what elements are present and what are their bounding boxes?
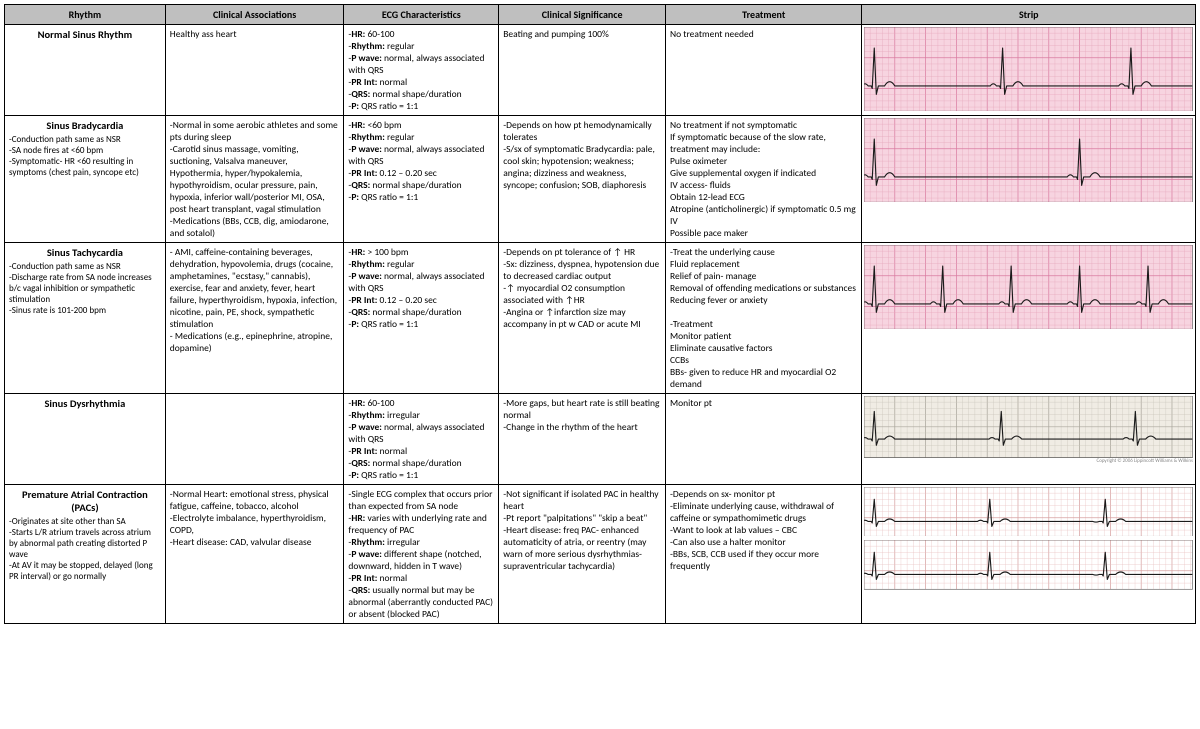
tx-cell: No treatment needed — [665, 25, 862, 116]
strip-cell: Copyright © 2006 Lippincott Williams & W… — [862, 394, 1196, 485]
assoc-cell — [165, 394, 344, 485]
assoc-cell: -Normal in some aerobic athletes and som… — [165, 116, 344, 243]
h-ecg: ECG Characteristics — [344, 5, 499, 25]
assoc-cell: Healthy ass heart — [165, 25, 344, 116]
ecg-strip — [864, 27, 1193, 111]
ecg-strip — [864, 118, 1193, 202]
ecg-strip — [864, 245, 1193, 329]
ecg-cell: -HR: > 100 bpm-Rhythm: regular-P wave: n… — [344, 243, 499, 394]
strip-caption: Copyright © 2006 Lippincott Williams & W… — [864, 458, 1193, 464]
h-sig: Clinical Significance — [499, 5, 666, 25]
rhythm-name: Normal Sinus Rhythm — [9, 28, 161, 41]
rhythm-name: Sinus Tachycardia — [9, 246, 161, 259]
sig-cell: -Depends on pt tolerance of ↑ HR-Sx: diz… — [499, 243, 666, 394]
rhythm-cell: Normal Sinus Rhythm — [5, 25, 166, 116]
strip-cell — [862, 116, 1196, 243]
strip-cell — [862, 25, 1196, 116]
tx-cell: -Depends on sx- monitor pt-Eliminate und… — [665, 485, 862, 624]
table-row: Sinus Dysrhythmia -HR: 60-100-Rhythm: irr… — [5, 394, 1196, 485]
rhythm-cell: Sinus Bradycardia -Conduction path same a… — [5, 116, 166, 243]
strip-cell — [862, 243, 1196, 394]
tx-cell: Monitor pt — [665, 394, 862, 485]
sig-cell: Beating and pumping 100% — [499, 25, 666, 116]
h-tx: Treatment — [665, 5, 862, 25]
rhythm-cell: Premature Atrial Contraction (PACs)-Orig… — [5, 485, 166, 624]
table-row: Premature Atrial Contraction (PACs)-Orig… — [5, 485, 1196, 624]
table-row: Sinus Tachycardia -Conduction path same a… — [5, 243, 1196, 394]
ecg-strip — [864, 396, 1193, 458]
tx-cell: No treatment if not symptomaticIf sympto… — [665, 116, 862, 243]
table-row: Normal Sinus Rhythm Healthy ass heart-HR:… — [5, 25, 1196, 116]
rhythm-name: Premature Atrial Contraction (PACs) — [9, 488, 161, 514]
h-rhythm: Rhythm — [5, 5, 166, 25]
rhythm-sub: -Conduction path same as NSR-Discharge r… — [9, 261, 161, 316]
header-row: Rhythm Clinical Associations ECG Charact… — [5, 5, 1196, 25]
rhythm-sub: -Conduction path same as NSR-SA node fir… — [9, 134, 161, 178]
tx-cell: -Treat the underlying causeFluid replace… — [665, 243, 862, 394]
h-assoc: Clinical Associations — [165, 5, 344, 25]
rhythm-sub: -Originates at site other than SA-Starts… — [9, 516, 161, 582]
ecg-cell: -HR: <60 bpm-Rhythm: regular-P wave: nor… — [344, 116, 499, 243]
ecg-cell: -Single ECG complex that occurs prior th… — [344, 485, 499, 624]
ecg-rhythm-table: Rhythm Clinical Associations ECG Charact… — [4, 4, 1196, 624]
h-strip: Strip — [862, 5, 1196, 25]
sig-cell: -Not significant if isolated PAC in heal… — [499, 485, 666, 624]
sig-cell: -Depends on how pt hemodynamically toler… — [499, 116, 666, 243]
ecg-cell: -HR: 60-100-Rhythm: regular-P wave: norm… — [344, 25, 499, 116]
assoc-cell: - AMI, caffeine-containing beverages, de… — [165, 243, 344, 394]
sig-cell: -More gaps, but heart rate is still beat… — [499, 394, 666, 485]
ecg-cell: -HR: 60-100-Rhythm: irregular-P wave: no… — [344, 394, 499, 485]
ecg-strip — [864, 487, 1193, 536]
rhythm-name: Sinus Bradycardia — [9, 119, 161, 132]
strip-cell — [862, 485, 1196, 624]
ecg-strip — [864, 540, 1193, 589]
table-row: Sinus Bradycardia -Conduction path same a… — [5, 116, 1196, 243]
assoc-cell: -Normal Heart: emotional stress, physica… — [165, 485, 344, 624]
rhythm-cell: Sinus Dysrhythmia — [5, 394, 166, 485]
rhythm-cell: Sinus Tachycardia -Conduction path same a… — [5, 243, 166, 394]
rhythm-name: Sinus Dysrhythmia — [9, 397, 161, 410]
